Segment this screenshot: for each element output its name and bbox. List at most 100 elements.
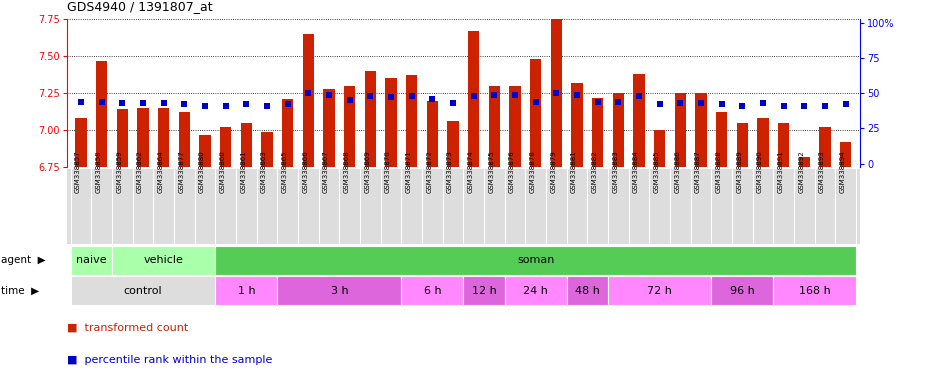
Bar <box>778 123 789 167</box>
Text: 96 h: 96 h <box>730 286 755 296</box>
Bar <box>674 93 686 167</box>
Point <box>363 93 377 99</box>
Text: GSM338870: GSM338870 <box>385 150 391 193</box>
Bar <box>592 98 603 167</box>
Bar <box>282 99 293 167</box>
Text: GSM338871: GSM338871 <box>406 150 412 193</box>
Text: 6 h: 6 h <box>424 286 441 296</box>
Text: GSM338861: GSM338861 <box>240 150 246 193</box>
Bar <box>216 246 857 275</box>
Point <box>384 94 399 101</box>
Bar <box>840 142 852 167</box>
Text: 1 h: 1 h <box>238 286 255 296</box>
Bar <box>75 118 87 167</box>
Text: GSM338893: GSM338893 <box>820 150 825 193</box>
Point <box>177 101 191 108</box>
Point <box>756 100 771 106</box>
Bar <box>70 246 112 275</box>
Bar <box>70 276 216 305</box>
Text: ■  percentile rank within the sample: ■ percentile rank within the sample <box>67 355 272 365</box>
Text: GSM338868: GSM338868 <box>344 150 350 193</box>
Text: GSM338863: GSM338863 <box>261 150 267 193</box>
Point <box>735 103 750 109</box>
Point <box>74 98 89 104</box>
Bar <box>117 109 128 167</box>
Text: 3 h: 3 h <box>330 286 348 296</box>
Bar <box>216 276 278 305</box>
Bar <box>716 113 727 167</box>
Bar <box>240 123 253 167</box>
Text: 72 h: 72 h <box>648 286 672 296</box>
Text: GSM338864: GSM338864 <box>158 150 164 192</box>
Bar <box>96 61 107 167</box>
Bar <box>200 134 211 167</box>
Text: control: control <box>124 286 163 296</box>
Bar <box>550 19 562 167</box>
Text: GSM338872: GSM338872 <box>426 150 432 192</box>
Bar <box>220 127 231 167</box>
Point <box>797 103 812 109</box>
Point <box>301 90 315 96</box>
Bar <box>406 75 417 167</box>
Text: GSM338891: GSM338891 <box>778 150 783 193</box>
Text: GSM338890: GSM338890 <box>757 150 763 193</box>
Bar <box>278 276 401 305</box>
Bar <box>463 276 505 305</box>
Point <box>466 93 481 99</box>
Point <box>156 100 171 106</box>
Point <box>570 91 585 98</box>
Bar <box>448 121 459 167</box>
Text: GSM338894: GSM338894 <box>840 150 845 192</box>
Point <box>342 97 357 103</box>
Bar <box>426 101 438 167</box>
Point <box>694 100 709 106</box>
Point <box>487 91 502 98</box>
Bar <box>696 93 707 167</box>
Bar <box>711 276 773 305</box>
Bar <box>572 83 583 167</box>
Text: ■  transformed count: ■ transformed count <box>67 323 188 333</box>
Text: GSM338869: GSM338869 <box>364 150 370 193</box>
Text: GSM338867: GSM338867 <box>323 150 329 193</box>
Text: agent  ▶: agent ▶ <box>1 255 45 265</box>
Point <box>611 98 626 104</box>
Text: GSM338880: GSM338880 <box>199 150 205 193</box>
Point <box>404 93 419 99</box>
Text: GSM338876: GSM338876 <box>509 150 515 193</box>
Bar <box>758 118 769 167</box>
Text: GSM338860: GSM338860 <box>220 150 226 193</box>
Point <box>838 101 853 108</box>
Point <box>528 98 543 104</box>
Point <box>714 101 729 108</box>
Bar <box>138 108 149 167</box>
Point <box>425 96 439 102</box>
Point <box>239 101 253 108</box>
Text: vehicle: vehicle <box>143 255 184 265</box>
Text: naive: naive <box>76 255 106 265</box>
Text: 168 h: 168 h <box>799 286 831 296</box>
Bar <box>112 246 216 275</box>
Text: GSM338857: GSM338857 <box>75 150 81 192</box>
Text: GSM338885: GSM338885 <box>654 150 660 192</box>
Text: GSM338892: GSM338892 <box>798 150 805 192</box>
Bar <box>488 86 500 167</box>
Bar <box>773 276 857 305</box>
Point <box>218 103 233 109</box>
Bar <box>634 74 645 167</box>
Text: soman: soman <box>517 255 554 265</box>
Point <box>673 100 688 106</box>
Point <box>446 100 461 106</box>
Bar <box>364 71 376 167</box>
Text: GSM338886: GSM338886 <box>674 150 681 193</box>
Bar <box>401 276 463 305</box>
Text: GSM338878: GSM338878 <box>530 150 536 193</box>
Bar <box>736 123 748 167</box>
Text: GDS4940 / 1391807_at: GDS4940 / 1391807_at <box>67 0 212 13</box>
Text: GSM338865: GSM338865 <box>282 150 288 192</box>
Point <box>198 103 213 109</box>
Point <box>280 101 295 108</box>
Text: GSM338859: GSM338859 <box>117 150 122 192</box>
Bar <box>386 78 397 167</box>
Text: GSM338877: GSM338877 <box>179 150 184 193</box>
Point <box>632 93 647 99</box>
